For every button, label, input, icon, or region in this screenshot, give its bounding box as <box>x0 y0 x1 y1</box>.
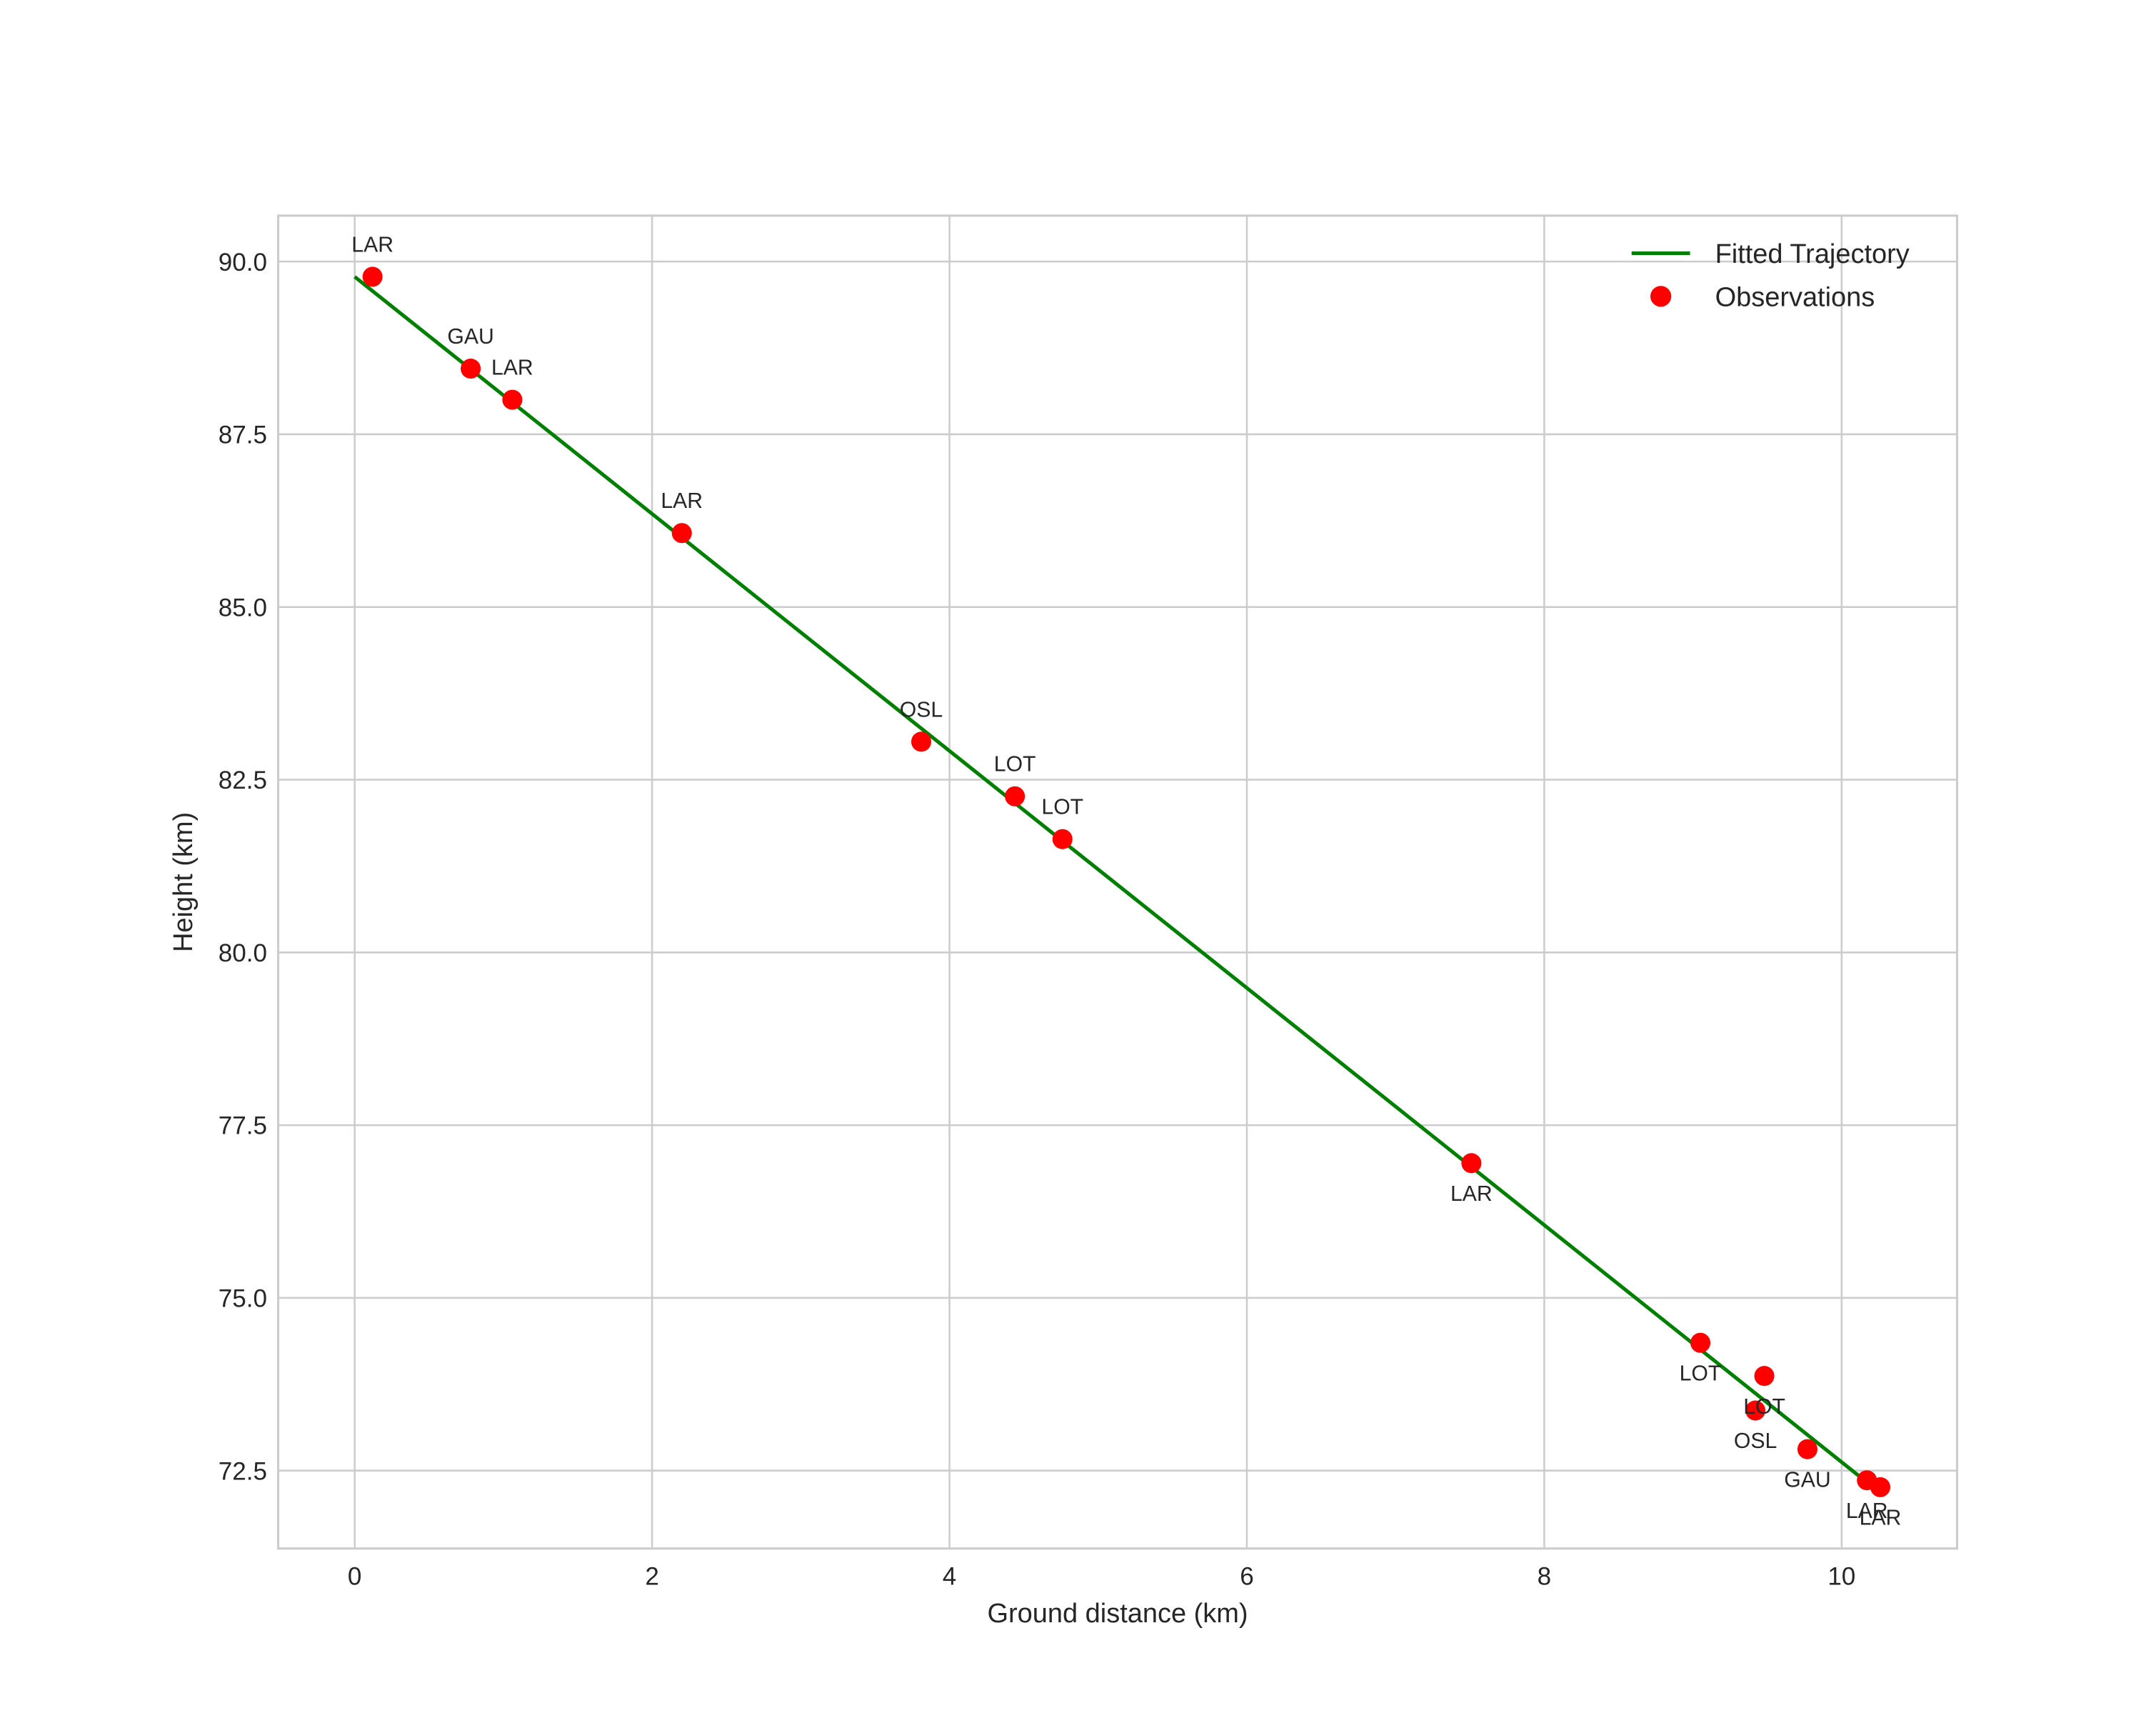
axes-frame <box>276 214 1959 1550</box>
observation-marker <box>1690 1332 1711 1353</box>
observation-marker <box>362 266 383 287</box>
x-axis-label: Ground distance (km) <box>987 1599 1248 1629</box>
y-tick-label: 85.0 <box>219 594 267 621</box>
observation-marker <box>1745 1400 1766 1421</box>
y-tick-label: 87.5 <box>219 421 267 449</box>
station-label: LAR <box>1846 1499 1888 1523</box>
legend-circle-marker-icon <box>1650 286 1672 307</box>
y-tick-label: 75.0 <box>219 1285 267 1313</box>
station-label: LAR <box>1450 1182 1493 1206</box>
station-label: GAU <box>1784 1468 1830 1492</box>
observation-marker <box>461 359 481 379</box>
fitted-trajectory-line <box>354 275 1862 1479</box>
observation-marker <box>671 523 692 544</box>
observation-marker <box>1754 1366 1775 1387</box>
station-label: OSL <box>1734 1429 1777 1453</box>
y-axis-label: Height (km) <box>169 812 199 952</box>
y-tick-label: 72.5 <box>219 1457 267 1485</box>
observation-marker <box>1052 829 1073 849</box>
observation-points <box>362 266 1890 1497</box>
x-tick-label: 6 <box>1240 1562 1254 1590</box>
observation-marker <box>1797 1439 1817 1459</box>
x-tick-labels: 0 2 4 6 8 10 <box>348 1562 1855 1590</box>
station-label: LAR <box>661 489 703 513</box>
y-tick-label: 77.5 <box>219 1112 267 1140</box>
station-label: LAR <box>1860 1506 1902 1529</box>
y-tick-label: 80.0 <box>219 939 267 967</box>
x-tick-label: 4 <box>943 1562 957 1590</box>
x-tick-label: 0 <box>348 1562 362 1590</box>
x-tick-label: 2 <box>645 1562 659 1590</box>
x-tick-label: 10 <box>1827 1562 1855 1590</box>
observation-station-labels: LARGAULARLAROSLLOTLOTLARLOTLOTOSLGAULARL… <box>351 233 1901 1529</box>
x-tick-label: 8 <box>1538 1562 1552 1590</box>
y-tick-labels: 72.5 75.0 77.5 80.0 82.5 85.0 87.5 90.0 <box>219 249 267 1486</box>
station-label: GAU <box>447 325 493 349</box>
station-label: LOT <box>994 753 1036 776</box>
legend-label-fitted-trajectory: Fitted Trajectory <box>1715 239 1910 269</box>
station-label: OSL <box>900 698 943 721</box>
observation-marker <box>911 731 931 752</box>
station-label: LAR <box>491 356 533 380</box>
y-tick-label: 82.5 <box>219 766 267 794</box>
observation-marker <box>502 389 523 410</box>
grid-lines <box>278 215 1957 1549</box>
station-label: LOT <box>1743 1395 1785 1419</box>
legend-label-observations: Observations <box>1715 282 1875 312</box>
legend: Fitted Trajectory Observations <box>1631 239 1910 312</box>
observation-marker <box>1461 1153 1482 1174</box>
observation-marker <box>1005 786 1026 806</box>
y-tick-label: 90.0 <box>219 249 267 276</box>
station-label: LOT <box>1041 796 1083 819</box>
fitted-trajectory-path <box>354 275 1862 1479</box>
station-label: LAR <box>351 233 393 256</box>
observation-marker <box>1870 1477 1890 1497</box>
station-label: LOT <box>1680 1362 1722 1385</box>
